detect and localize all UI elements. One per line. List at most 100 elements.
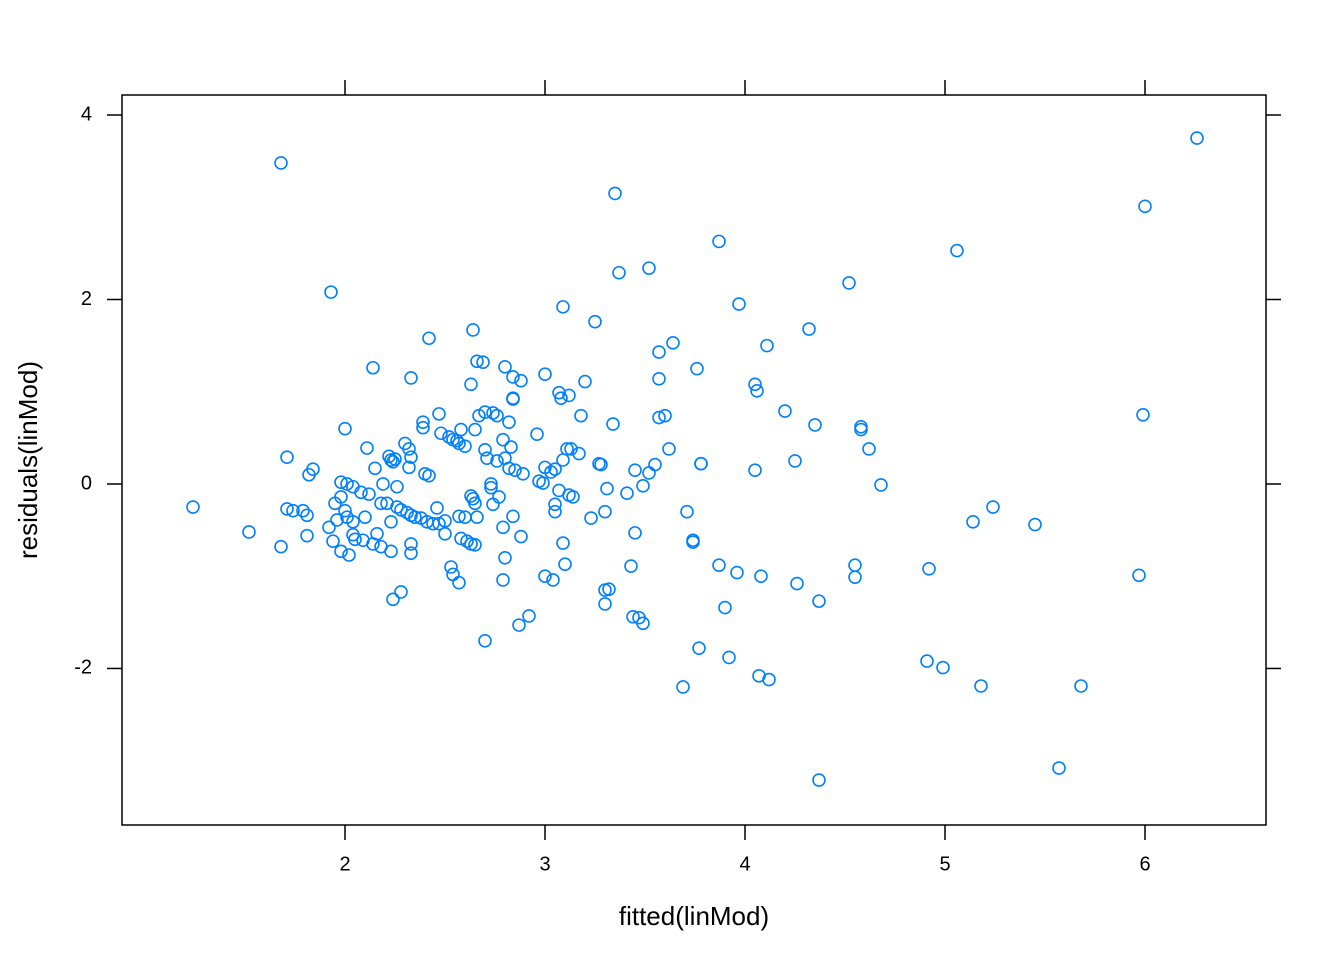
y-axis-label: residuals(linMod): [13, 361, 43, 559]
point: [572, 446, 586, 461]
point: [920, 654, 934, 668]
point: [376, 477, 390, 491]
point: [642, 261, 656, 275]
point: [862, 442, 876, 456]
point: [854, 419, 868, 434]
point: [652, 345, 666, 359]
point: [546, 573, 560, 587]
point: [416, 415, 430, 429]
point: [750, 384, 764, 398]
point: [388, 452, 402, 466]
point: [694, 456, 708, 471]
point: [416, 420, 430, 435]
point: [812, 594, 826, 608]
point: [434, 426, 448, 441]
point: [358, 510, 372, 524]
point: [394, 503, 408, 517]
point: [1052, 761, 1066, 775]
point: [600, 481, 614, 496]
point: [464, 489, 478, 503]
y-tick-label: -2: [74, 657, 92, 679]
point: [936, 660, 950, 675]
point: [712, 558, 726, 572]
point: [386, 455, 400, 469]
point: [452, 575, 466, 590]
point: [458, 439, 472, 453]
point: [478, 443, 492, 457]
point: [454, 531, 468, 546]
point: [636, 616, 650, 631]
point: [466, 323, 480, 337]
point: [588, 314, 602, 329]
point: [468, 496, 482, 511]
point: [484, 480, 498, 495]
point: [748, 463, 762, 477]
point: [554, 391, 568, 405]
point: [464, 377, 478, 392]
point: [334, 544, 348, 559]
point: [300, 528, 314, 543]
point: [390, 500, 404, 514]
point: [506, 509, 520, 524]
point: [1074, 679, 1088, 693]
point: [490, 408, 504, 423]
point: [974, 679, 988, 693]
point: [762, 672, 776, 687]
point: [628, 463, 642, 477]
point: [334, 490, 348, 504]
point: [538, 367, 552, 382]
point: [404, 450, 418, 465]
point: [402, 442, 416, 456]
point: [690, 361, 704, 376]
point: [626, 610, 640, 624]
point: [286, 503, 300, 518]
x-tick-label: 6: [1139, 853, 1150, 875]
point: [506, 370, 520, 384]
point: [556, 300, 570, 314]
point: [620, 486, 634, 501]
point: [732, 297, 746, 311]
point: [874, 478, 888, 492]
point: [548, 504, 562, 519]
point: [662, 442, 676, 456]
point: [608, 186, 622, 201]
point: [788, 454, 802, 468]
point: [322, 520, 336, 535]
point: [186, 500, 200, 514]
point: [612, 265, 626, 280]
point: [476, 355, 490, 370]
point: [408, 510, 422, 524]
point: [326, 534, 340, 548]
point: [330, 513, 344, 527]
point: [374, 496, 388, 511]
point: [538, 569, 552, 584]
point: [346, 515, 360, 529]
point: [530, 427, 544, 441]
point: [484, 477, 498, 491]
point: [506, 392, 520, 406]
point: [274, 539, 288, 554]
point: [438, 514, 452, 528]
point: [504, 440, 518, 454]
point: [498, 360, 512, 374]
point: [986, 500, 1000, 514]
point: [460, 534, 474, 548]
point: [564, 442, 578, 456]
point: [452, 509, 466, 524]
y-tick-label: 2: [81, 288, 92, 310]
point: [1132, 568, 1146, 583]
point: [802, 322, 816, 336]
point: [370, 526, 384, 541]
y-tick-label: 4: [81, 103, 92, 125]
point: [384, 544, 398, 559]
point: [470, 354, 484, 369]
point: [508, 463, 522, 477]
point: [342, 548, 356, 562]
point: [686, 535, 700, 549]
point: [242, 525, 256, 539]
point: [516, 467, 530, 481]
point: [574, 408, 588, 423]
point: [848, 558, 862, 572]
point: [636, 479, 650, 493]
point: [842, 276, 856, 290]
